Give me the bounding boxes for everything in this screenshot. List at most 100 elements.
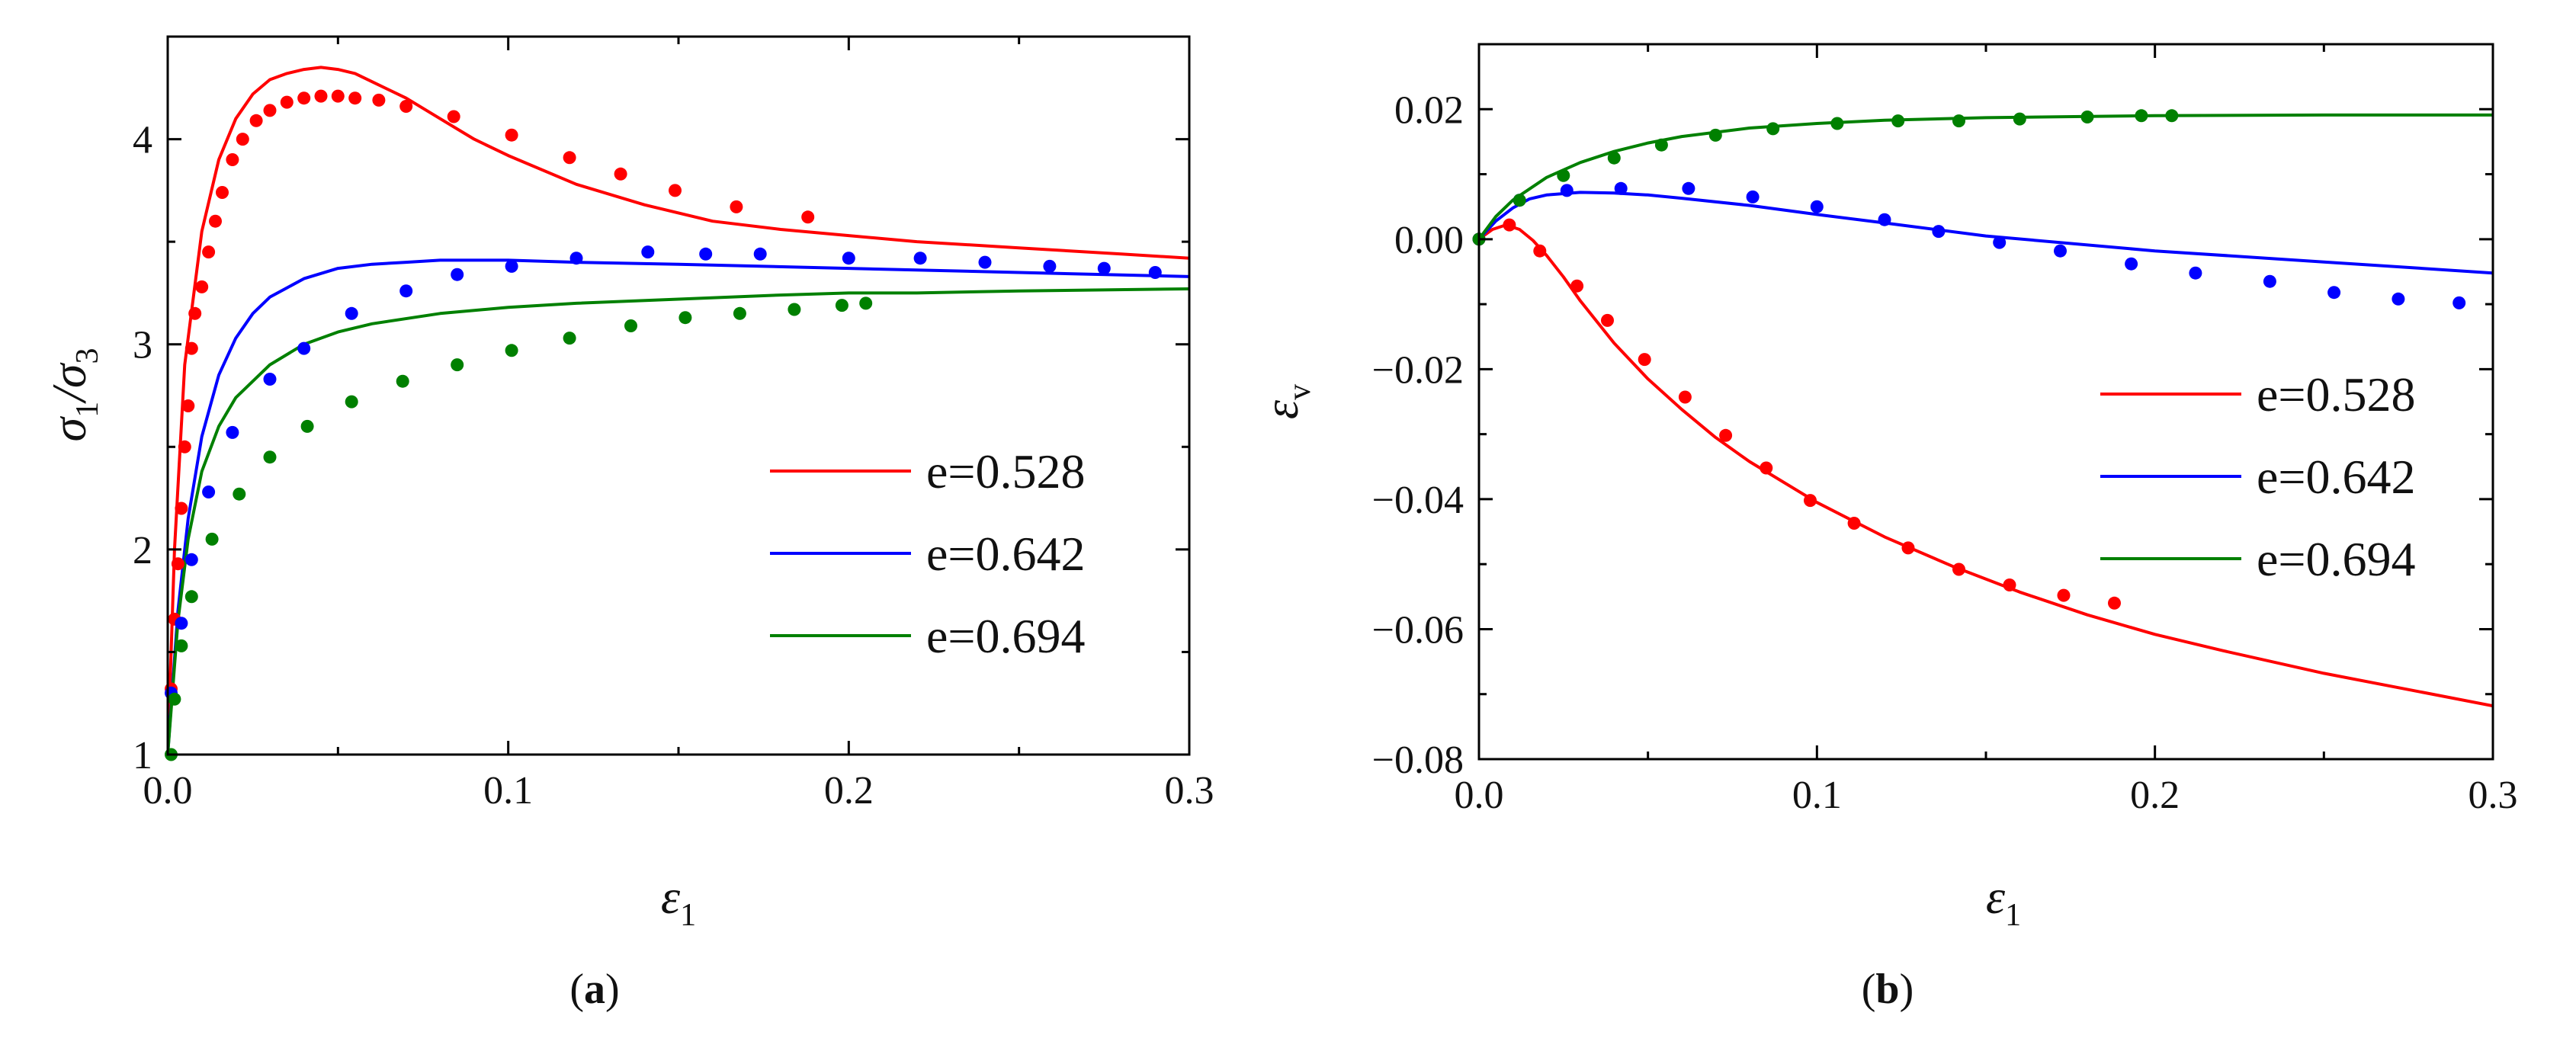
data-point-s1-9 — [451, 268, 464, 281]
data-point-s0-12 — [226, 153, 239, 166]
x-tick-label: 0.0 — [143, 769, 193, 812]
data-point-s1-19 — [1097, 261, 1111, 275]
data-point-s2-1 — [168, 692, 181, 706]
data-point-s1-20 — [1148, 266, 1162, 279]
y-tick-label: 4 — [133, 119, 152, 162]
data-point-s0-9 — [1804, 494, 1817, 508]
data-point-s2-10 — [451, 358, 464, 372]
data-point-s0-4 — [1601, 313, 1614, 327]
data-point-s1-16 — [913, 252, 927, 265]
data-point-s2-3 — [1607, 151, 1621, 165]
y-tick-label: −0.02 — [1372, 348, 1464, 392]
x-tick-label: 0.1 — [1792, 774, 1842, 817]
data-point-s2-10 — [2013, 112, 2026, 126]
data-point-s1-9 — [1993, 236, 2007, 249]
data-point-s2-4 — [205, 532, 219, 546]
data-point-s2-15 — [733, 306, 746, 320]
data-point-s2-13 — [624, 319, 637, 332]
data-point-s0-15 — [263, 104, 277, 117]
data-point-s2-2 — [175, 639, 188, 652]
data-point-s2-17 — [835, 299, 849, 312]
data-point-s0-21 — [372, 93, 386, 107]
y-tick-label: 2 — [133, 529, 152, 572]
data-point-s2-1 — [1513, 194, 1526, 207]
x-tick-label: 0.2 — [2130, 774, 2180, 817]
data-point-s1-11 — [2125, 257, 2138, 271]
data-point-s0-26 — [614, 167, 627, 181]
y-tick-label: 0.02 — [1394, 88, 1464, 132]
data-point-s1-12 — [641, 245, 655, 259]
data-point-s0-25 — [563, 151, 576, 165]
data-point-s2-11 — [505, 344, 518, 357]
data-point-s2-13 — [2165, 109, 2179, 123]
data-point-s1-13 — [699, 247, 713, 261]
data-point-s1-8 — [399, 284, 413, 298]
data-point-s0-16 — [280, 95, 294, 109]
data-point-s1-4 — [1682, 181, 1695, 195]
data-point-s2-14 — [678, 311, 692, 325]
panel-b: 0.0 0.1 0.2 0.3 0.02 0.00 −0.02 −0.04 −0.06 −0.08… — [1254, 43, 2518, 1013]
data-point-s2-4 — [1654, 138, 1668, 152]
data-point-s1-7 — [345, 306, 358, 320]
data-point-s0-2 — [1533, 244, 1547, 258]
y-tick-label: 0.00 — [1394, 219, 1464, 262]
panel-b-xlabel: ε1 — [1986, 870, 2021, 933]
data-point-s1-13 — [2263, 274, 2276, 288]
data-point-s2-2 — [1557, 168, 1570, 182]
data-point-s1-3 — [202, 486, 216, 498]
data-point-s0-2 — [171, 557, 184, 571]
data-point-s0-8 — [1760, 461, 1773, 475]
data-point-s0-15 — [2108, 596, 2121, 610]
panel-b-ylabel: εv — [1254, 384, 1317, 419]
series-line-1 — [168, 258, 1189, 755]
data-point-s0-13 — [236, 133, 249, 146]
data-point-s0-8 — [195, 280, 209, 293]
data-point-s1-4 — [226, 425, 239, 439]
x-tick-label: 0.1 — [483, 769, 533, 812]
data-point-s1-16 — [2452, 296, 2466, 309]
data-point-s2-8 — [345, 395, 358, 409]
data-point-s2-16 — [788, 303, 801, 316]
data-point-s1-11 — [569, 252, 583, 265]
data-point-s2-8 — [1891, 114, 1905, 128]
legend-label-0: e=0.528 — [2257, 367, 2416, 421]
data-point-s0-10 — [1847, 517, 1861, 530]
data-point-s0-28 — [730, 200, 743, 213]
data-point-s0-5 — [181, 399, 195, 412]
data-point-s2-3 — [184, 590, 198, 604]
data-point-s0-5 — [1638, 353, 1651, 367]
series-line-2 — [168, 287, 1189, 755]
data-point-s1-6 — [1810, 200, 1824, 213]
y-tick-label: −0.08 — [1372, 739, 1464, 782]
data-point-s0-6 — [1678, 390, 1692, 404]
data-point-s1-14 — [753, 247, 767, 261]
panel-b-plot-area — [1472, 109, 2493, 708]
panel-b-caption: (b) — [1862, 966, 1914, 1013]
data-point-s0-11 — [216, 186, 229, 199]
data-point-s1-3 — [1614, 181, 1628, 195]
data-point-s0-17 — [297, 91, 311, 105]
data-point-s1-2 — [1560, 184, 1574, 197]
panel-a-plot-area — [165, 66, 1189, 761]
panel-a-ticks: 0.0 0.1 0.2 0.3 1 2 3 4 — [133, 37, 1214, 812]
data-point-s1-17 — [978, 255, 992, 269]
data-point-s0-20 — [348, 91, 362, 105]
data-point-s0-6 — [184, 341, 198, 355]
data-point-s2-6 — [1766, 122, 1780, 136]
data-point-s0-7 — [1719, 428, 1733, 442]
legend-label-1: e=0.642 — [926, 527, 1086, 581]
y-tick-label: −0.06 — [1372, 608, 1464, 652]
data-point-s0-22 — [399, 100, 413, 113]
data-point-s1-15 — [842, 252, 855, 265]
series-group — [168, 66, 1189, 755]
data-point-s2-18 — [859, 296, 873, 310]
data-point-s1-10 — [505, 259, 518, 273]
series-line-0 — [168, 66, 1189, 755]
x-tick-label: 0.3 — [2469, 774, 2518, 817]
data-point-s0-7 — [188, 306, 202, 320]
data-point-s1-6 — [297, 341, 311, 355]
data-point-s0-14 — [2057, 588, 2071, 602]
series-line-0 — [1479, 223, 2493, 708]
data-point-s1-14 — [2327, 286, 2341, 300]
